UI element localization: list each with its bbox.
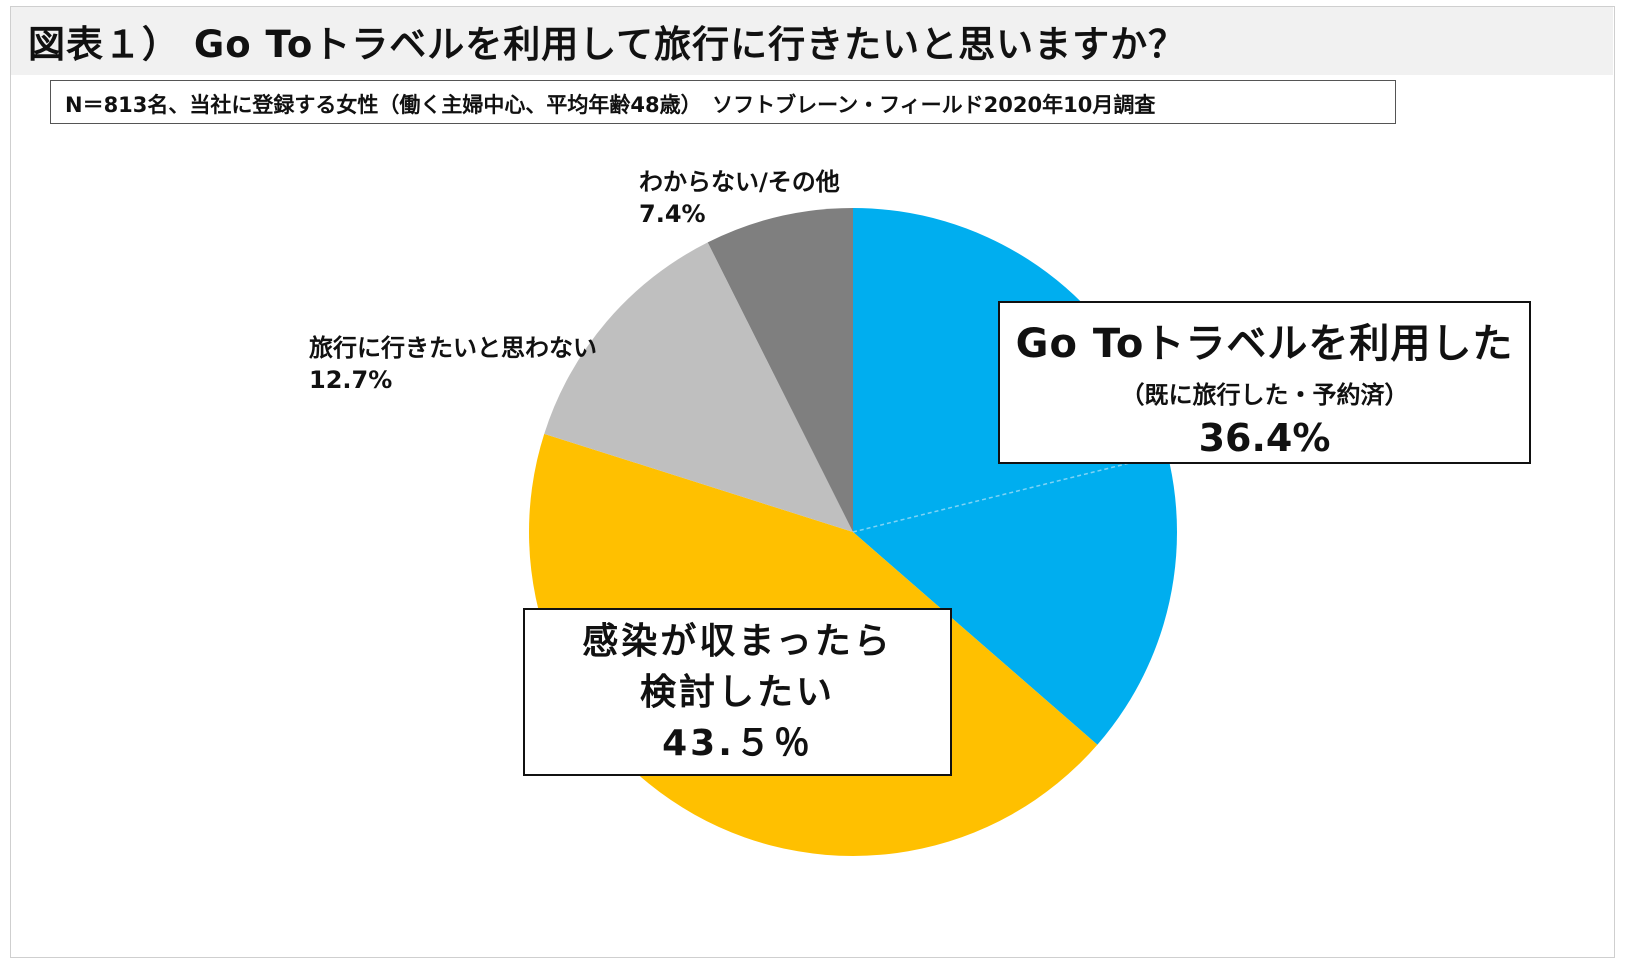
callout-goto-sub: （既に旅行した・予約済） xyxy=(1120,381,1409,409)
label-other-name: わからない/その他 xyxy=(639,168,840,196)
title-bar xyxy=(11,7,1613,75)
callout-covid-title: 感染が収まったら xyxy=(582,621,893,662)
label-notwant-value: 12.7% xyxy=(309,366,393,395)
label-notwant-name: 旅行に行きたいと思わない xyxy=(309,334,597,362)
pie-slice-3 xyxy=(707,208,853,532)
label-notwant: 旅行に行きたいと思わない 12.7% xyxy=(309,332,597,397)
callout-covid-title-2: 検討したい xyxy=(639,672,835,713)
callout-covid: 感染が収まったら 検討したい 43.５％ xyxy=(523,608,952,776)
callout-goto-value: 36.4% xyxy=(1198,416,1331,460)
pie-slice-divider xyxy=(852,452,1168,533)
chart-subtitle: N＝813名、当社に登録する女性（働く主婦中心、平均年齢48歳） ソフトブレーン… xyxy=(65,93,1156,117)
subtitle-box: N＝813名、当社に登録する女性（働く主婦中心、平均年齢48歳） ソフトブレーン… xyxy=(50,80,1396,124)
callout-goto-title: Go Toトラベルを利用した xyxy=(1015,321,1514,367)
chart-title: 図表１） Go Toトラベルを利用して旅行に行きたいと思いますか？ xyxy=(28,23,1187,66)
pie-slice-2 xyxy=(544,242,853,532)
callout-goto: Go Toトラベルを利用した （既に旅行した・予約済） 36.4% xyxy=(998,301,1531,464)
callout-covid-value: 43.５％ xyxy=(662,723,813,764)
label-other-value: 7.4% xyxy=(639,200,706,229)
label-other: わからない/その他 7.4% xyxy=(639,166,840,231)
